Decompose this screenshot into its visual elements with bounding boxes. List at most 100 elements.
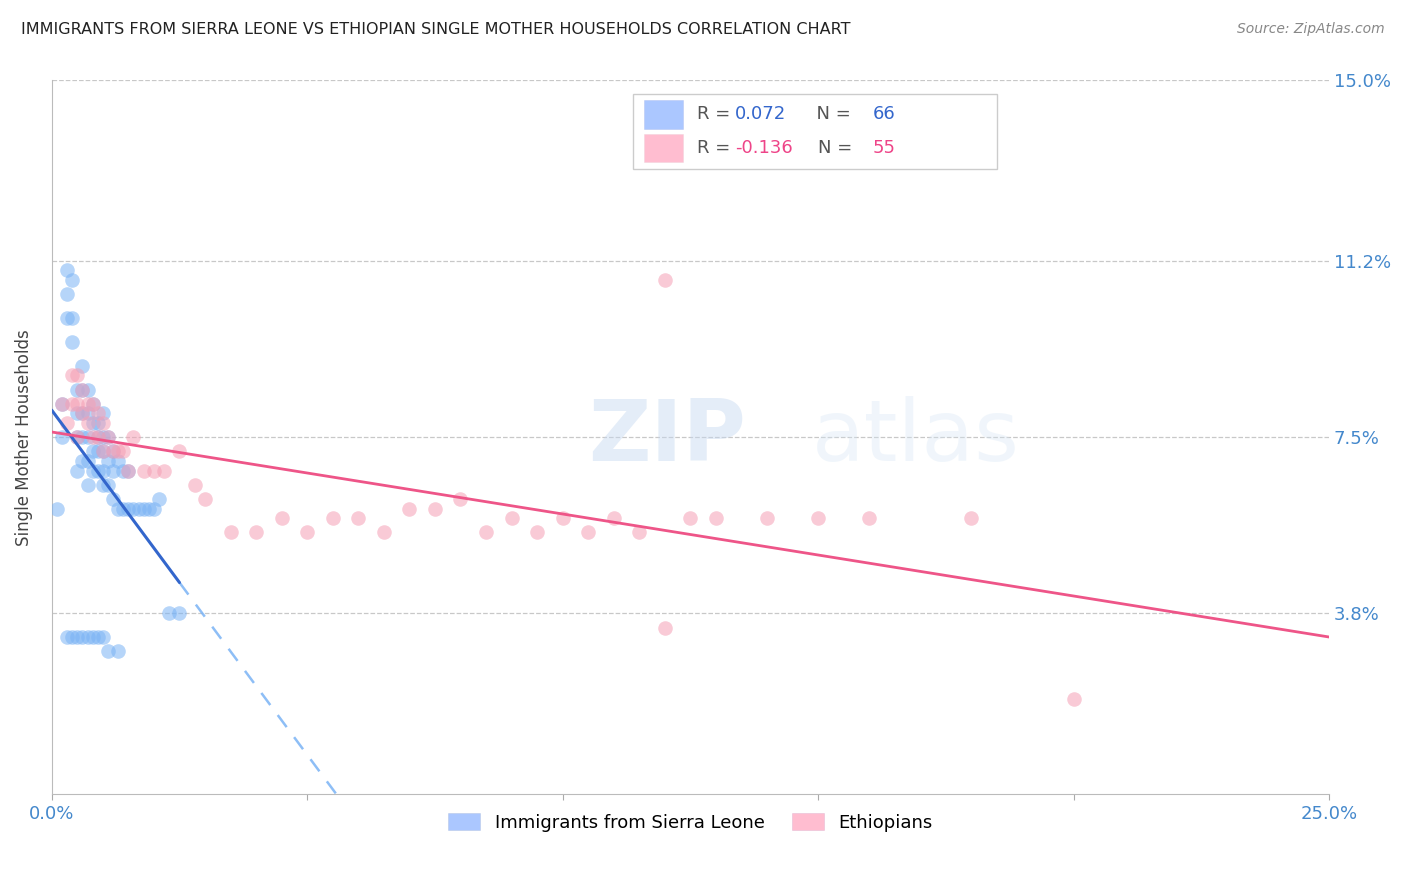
Point: [66, 630, 89, 644]
Point: [82, 397, 104, 411]
Point: [117, 463, 139, 477]
Point: [82, 463, 104, 477]
Point: [87, 444, 110, 458]
Point: [122, 430, 145, 444]
Point: [526, 525, 548, 540]
Point: [398, 501, 420, 516]
Point: [72, 630, 94, 644]
Point: [142, 463, 165, 477]
Point: [101, 492, 124, 507]
Point: [56, 630, 79, 644]
Point: [82, 430, 104, 444]
FancyBboxPatch shape: [644, 100, 683, 128]
Point: [66, 463, 89, 477]
Point: [51, 397, 73, 411]
Point: [82, 416, 104, 430]
Point: [87, 630, 110, 644]
Point: [97, 644, 120, 658]
Point: [322, 511, 344, 525]
Point: [117, 501, 139, 516]
Point: [66, 430, 89, 444]
Point: [72, 383, 94, 397]
Text: R =: R =: [697, 138, 735, 156]
Point: [56, 311, 79, 326]
Point: [107, 444, 129, 458]
Point: [72, 359, 94, 373]
Point: [87, 406, 110, 420]
Point: [450, 492, 472, 507]
Point: [97, 430, 120, 444]
Point: [1063, 692, 1085, 706]
Point: [82, 397, 104, 411]
Point: [654, 621, 676, 635]
Point: [157, 607, 180, 621]
Point: [807, 511, 830, 525]
Point: [960, 511, 983, 525]
Legend: Immigrants from Sierra Leone, Ethiopians: Immigrants from Sierra Leone, Ethiopians: [440, 805, 941, 839]
Point: [184, 478, 207, 492]
Text: 55: 55: [873, 138, 896, 156]
Point: [66, 406, 89, 420]
Point: [132, 463, 155, 477]
Point: [91, 444, 114, 458]
Point: [66, 430, 89, 444]
Point: [101, 463, 124, 477]
Point: [72, 430, 94, 444]
Point: [56, 416, 79, 430]
Point: [97, 430, 120, 444]
Text: R =: R =: [697, 104, 735, 123]
Point: [82, 444, 104, 458]
Point: [91, 406, 114, 420]
Point: [66, 368, 89, 383]
Point: [756, 511, 779, 525]
Point: [628, 525, 651, 540]
Point: [60, 397, 83, 411]
Point: [551, 511, 574, 525]
Text: IMMIGRANTS FROM SIERRA LEONE VS ETHIOPIAN SINGLE MOTHER HOUSEHOLDS CORRELATION C: IMMIGRANTS FROM SIERRA LEONE VS ETHIOPIA…: [21, 22, 851, 37]
Point: [72, 406, 94, 420]
Point: [91, 416, 114, 430]
FancyBboxPatch shape: [633, 95, 997, 169]
Point: [654, 273, 676, 287]
Point: [76, 416, 98, 430]
Point: [245, 525, 267, 540]
Point: [169, 444, 191, 458]
Point: [45, 501, 67, 516]
Point: [60, 368, 83, 383]
Point: [72, 383, 94, 397]
Point: [97, 454, 120, 468]
Point: [603, 511, 626, 525]
Point: [91, 478, 114, 492]
Point: [87, 430, 110, 444]
Point: [122, 501, 145, 516]
Text: N =: N =: [818, 138, 858, 156]
Point: [76, 406, 98, 420]
Point: [576, 525, 599, 540]
Point: [91, 463, 114, 477]
Point: [56, 287, 79, 301]
Point: [60, 334, 83, 349]
Point: [347, 511, 370, 525]
Point: [107, 644, 129, 658]
Point: [51, 397, 73, 411]
Point: [475, 525, 498, 540]
Point: [704, 511, 727, 525]
Text: N =: N =: [806, 104, 856, 123]
Point: [51, 430, 73, 444]
Point: [858, 511, 880, 525]
Point: [87, 430, 110, 444]
Point: [194, 492, 217, 507]
Point: [97, 478, 120, 492]
Point: [501, 511, 523, 525]
Point: [128, 501, 150, 516]
Point: [138, 501, 160, 516]
Point: [76, 454, 98, 468]
Point: [142, 501, 165, 516]
Point: [373, 525, 395, 540]
Point: [87, 463, 110, 477]
Point: [679, 511, 702, 525]
Point: [270, 511, 292, 525]
Point: [112, 501, 135, 516]
Point: [148, 492, 170, 507]
Point: [107, 454, 129, 468]
